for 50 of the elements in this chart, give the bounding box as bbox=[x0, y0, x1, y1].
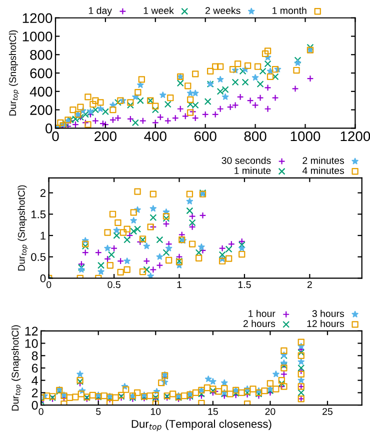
y-tick-label: 800 bbox=[30, 50, 52, 60]
y-tick-label: 12 bbox=[25, 326, 38, 336]
x-tick-label: 1200 bbox=[340, 131, 370, 142]
y-tick-label: 2 bbox=[40, 189, 46, 197]
legend-label: 3 hours bbox=[312, 310, 344, 318]
x-tick-label: 400 bbox=[144, 131, 166, 142]
x-tick-label: 0.5 bbox=[108, 281, 120, 288]
x-tick-label: 1000 bbox=[290, 131, 320, 142]
y-tick-label: 600 bbox=[30, 68, 52, 78]
y-tick-label: 2 bbox=[32, 388, 38, 398]
y-tick-label: 0 bbox=[40, 274, 46, 282]
legend-label: 4 minutes bbox=[302, 166, 344, 174]
x-tick-label: 200 bbox=[94, 131, 116, 142]
y-tick-label: 1 bbox=[40, 232, 46, 240]
legend-label: 12 hours bbox=[307, 320, 344, 328]
y-tick-label: 1.5 bbox=[31, 210, 46, 218]
legend-label: 1 week bbox=[144, 6, 174, 14]
legend-label: 2 hours bbox=[243, 320, 276, 328]
legend-label: 30 seconds bbox=[222, 156, 271, 164]
y-tick-label: 4 bbox=[32, 376, 38, 385]
x-tick-label: 25 bbox=[322, 408, 332, 415]
y-axis-title: Dur$_{top}$ (SnapshotCl) bbox=[18, 185, 28, 271]
legend-label: 1 month bbox=[272, 6, 306, 14]
legend-label: 1 hour bbox=[248, 310, 276, 318]
y-tick-label: 0.5 bbox=[31, 253, 46, 261]
y-tick-label: 10 bbox=[25, 339, 38, 348]
y-axis-title: Dur$_{top}$ (SnapshotCl) bbox=[12, 325, 22, 410]
x-tick-label: 20 bbox=[265, 408, 276, 415]
x-tick-label: 0 bbox=[52, 131, 59, 142]
legend-label: 2 minutes bbox=[302, 156, 344, 164]
x-tick-label: 1 bbox=[177, 281, 182, 288]
y-tick-label: 0 bbox=[46, 124, 52, 134]
legend-label: 1 minute bbox=[234, 166, 271, 174]
x-tick-label: 600 bbox=[194, 131, 216, 142]
x-tick-label: 800 bbox=[244, 131, 266, 142]
x-axis-title: Dur$_{top}$ (Temporal closeness) bbox=[132, 420, 272, 432]
x-tick-label: 2 bbox=[307, 281, 312, 288]
y-tick-label: 8 bbox=[32, 351, 38, 360]
x-tick-label: 1.5 bbox=[238, 281, 251, 288]
legend-label: 2 weeks bbox=[206, 6, 240, 14]
y-tick-label: 1200 bbox=[22, 13, 52, 24]
y-axis-title: Dur$_{top}$ (SnapshotCl) bbox=[8, 30, 19, 116]
y-tick-label: 6 bbox=[32, 364, 38, 373]
y-tick-label: 400 bbox=[30, 86, 52, 97]
x-tick-label: 10 bbox=[150, 408, 161, 415]
x-tick-label: 5 bbox=[96, 408, 101, 415]
legend-label: 1 day bbox=[88, 6, 112, 16]
x-tick-label: 15 bbox=[208, 408, 218, 415]
y-tick-label: 1000 bbox=[22, 32, 52, 42]
y-tick-label: 200 bbox=[30, 105, 52, 115]
